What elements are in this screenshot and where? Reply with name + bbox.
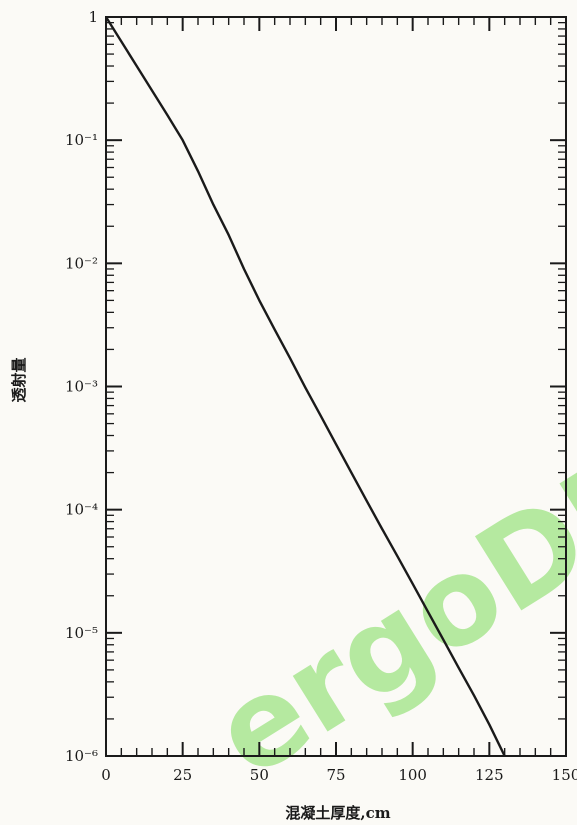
y-tick-label: 10⁻¹ xyxy=(65,131,98,149)
y-tick-label: 1 xyxy=(88,8,98,26)
x-tick-label: 125 xyxy=(475,766,504,784)
x-tick-label: 75 xyxy=(326,766,345,784)
x-tick-label: 150 xyxy=(552,766,577,784)
x-tick-label: 25 xyxy=(173,766,192,784)
y-axis-title: 透射量 xyxy=(10,357,28,402)
x-axis-title: 混凝土厚度,cm xyxy=(285,804,390,822)
series-line xyxy=(104,16,506,757)
x-tick-label: 100 xyxy=(398,766,427,784)
plot-frame xyxy=(105,16,567,757)
x-tick-label: 50 xyxy=(250,766,269,784)
y-tick-label: 10⁻⁵ xyxy=(65,624,98,642)
y-tick-labels: 1 10⁻¹ 10⁻² 10⁻³ 10⁻⁴ 10⁻⁵ 10⁻⁶ xyxy=(65,8,98,765)
x-tick-labels: 0 25 50 75 100 125 150 xyxy=(101,766,577,784)
x-tick-label: 0 xyxy=(101,766,111,784)
y-tick-label: 10⁻² xyxy=(65,254,98,272)
y-tick-label: 10⁻⁴ xyxy=(65,501,98,519)
y-tick-label: 10⁻³ xyxy=(65,378,98,396)
y-tick-label: 10⁻⁶ xyxy=(65,747,98,765)
